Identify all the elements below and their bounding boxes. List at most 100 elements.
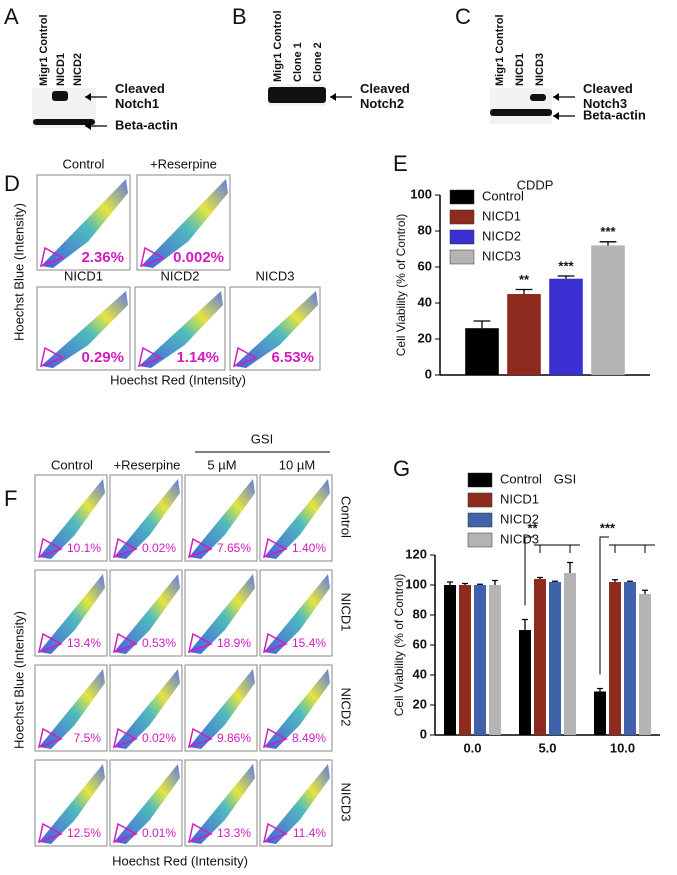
panel-letter: B (232, 4, 247, 29)
plot-title: +Reserpine (150, 156, 217, 171)
error-bar (537, 576, 543, 579)
gate-percent: 7.5% (74, 731, 102, 745)
chart-title: GSI (554, 471, 576, 486)
gate-percent: 12.5% (67, 826, 101, 840)
gate-percent: 9.86% (217, 731, 251, 745)
flow-population (41, 291, 128, 368)
bar (507, 294, 541, 375)
gate (112, 537, 138, 559)
flow-population (264, 479, 330, 559)
legend-label: NICD1 (500, 491, 539, 506)
gate-percent: 0.002% (173, 249, 224, 266)
gate (37, 727, 63, 749)
blot-label: Notch3 (583, 96, 627, 111)
arrowhead (85, 93, 91, 101)
gate (37, 537, 63, 559)
significance: *** (600, 520, 616, 535)
bracket (524, 536, 580, 606)
bar (624, 582, 636, 735)
panel-letter: F (4, 486, 17, 511)
gate-percent: 7.65% (217, 541, 251, 555)
blot-band (530, 94, 546, 101)
gate (187, 537, 213, 559)
gate-percent: 2.36% (81, 249, 124, 266)
lane-label: Migr1 Control (494, 15, 506, 87)
error-bar (642, 589, 648, 594)
significance: ** (519, 272, 530, 287)
gate (262, 727, 288, 749)
y-tick-label: 20 (413, 696, 427, 711)
panel-letter: G (393, 456, 410, 481)
error-bar (462, 582, 468, 585)
flow-population (114, 764, 180, 844)
gate-percent: 0.53% (142, 636, 176, 650)
gate-percent: 0.02% (142, 541, 176, 555)
bar (444, 585, 456, 735)
x-axis-label: Hoechst Red (Intensity) (110, 372, 246, 387)
bar (465, 328, 499, 375)
gate (187, 632, 213, 654)
blot-band (268, 87, 326, 103)
gate (187, 822, 213, 844)
bar (609, 582, 621, 735)
row-label: NICD1 (339, 592, 354, 631)
gate (262, 822, 288, 844)
y-tick-label: 40 (413, 666, 427, 681)
bar (474, 585, 486, 735)
legend-label: NICD3 (482, 248, 521, 263)
blot-label: Notch1 (115, 96, 159, 111)
gate (37, 822, 63, 844)
gate-percent: 1.14% (176, 349, 219, 366)
x-tick-label: 5.0 (538, 740, 556, 755)
blot-band (490, 109, 552, 116)
arrowhead (330, 93, 336, 101)
lane-label: Clone 2 (312, 42, 324, 82)
error-bar (597, 687, 603, 692)
chart-title: CDDP (517, 177, 554, 192)
gate-percent: 1.40% (292, 541, 326, 555)
row-label: NICD3 (339, 782, 354, 821)
plot-title: NICD1 (64, 268, 103, 283)
lane-label: NICD1 (514, 53, 526, 86)
gate-percent: 18.9% (217, 636, 251, 650)
gate (112, 727, 138, 749)
flow-population (114, 574, 180, 654)
gate-percent: 0.02% (142, 731, 176, 745)
gate (187, 727, 213, 749)
panel-letter: A (4, 4, 19, 29)
flow-population (39, 479, 105, 559)
blot-band (52, 91, 68, 101)
blot-frame (490, 88, 552, 124)
bar (564, 573, 576, 735)
error-bar (492, 579, 498, 585)
lane-label: NICD1 (55, 53, 67, 86)
error-bar (477, 583, 483, 585)
gate (262, 537, 288, 559)
column-label: Control (51, 457, 93, 472)
panel-letter: C (455, 4, 471, 29)
legend-swatch (449, 189, 475, 205)
flow-population (189, 574, 255, 654)
error-bar (612, 579, 618, 582)
flow-population (41, 179, 128, 268)
gate-percent: 13.3% (217, 826, 251, 840)
lane-label: Clone 1 (292, 42, 304, 82)
flow-population (114, 669, 180, 749)
column-label: 5 µM (207, 457, 236, 472)
error-bar (522, 618, 528, 630)
y-tick-label: 120 (405, 546, 427, 561)
y-tick-label: 60 (413, 636, 427, 651)
gate (137, 346, 163, 368)
legend-swatch (449, 229, 475, 245)
arrowhead (553, 93, 559, 101)
legend-swatch (467, 472, 493, 488)
blot-band (33, 119, 95, 125)
legend-label: NICD1 (482, 208, 521, 223)
legend-swatch (449, 209, 475, 225)
legend-swatch (449, 249, 475, 265)
gate-percent: 10.1% (67, 541, 101, 555)
flow-population (234, 291, 318, 368)
panel-letter: D (4, 171, 20, 196)
blot-label: Cleaved (360, 81, 410, 96)
